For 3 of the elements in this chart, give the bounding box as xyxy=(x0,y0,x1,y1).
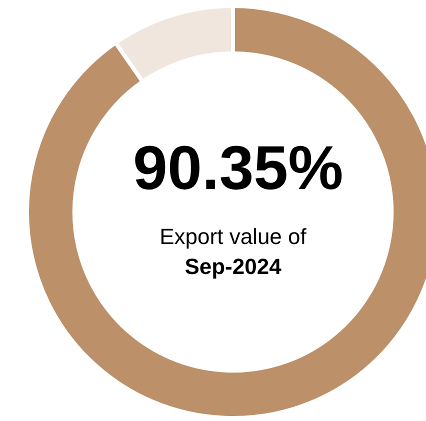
text: Sep-2024 xyxy=(184,253,282,281)
text: 90.35% xyxy=(133,133,344,205)
text: Export value of xyxy=(158,223,308,251)
